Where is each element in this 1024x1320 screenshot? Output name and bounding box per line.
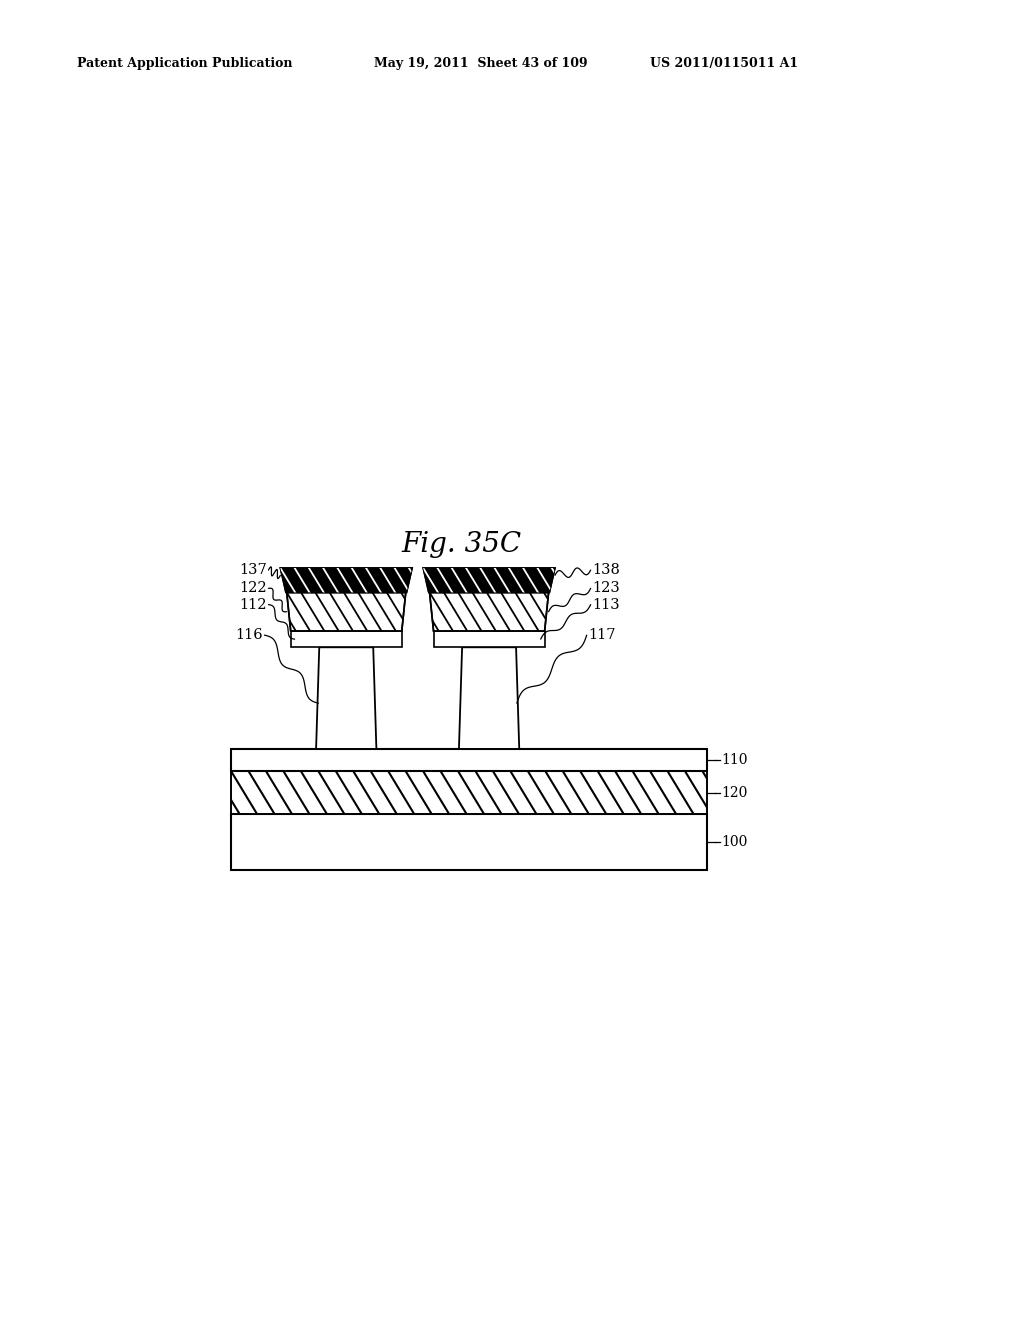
Polygon shape [316,647,377,748]
Bar [231,814,708,870]
Polygon shape [281,568,412,593]
Text: 123: 123 [592,581,620,595]
Text: 137: 137 [240,564,267,577]
Polygon shape [231,771,708,814]
Polygon shape [459,647,519,748]
Text: Fig. 35C: Fig. 35C [401,531,521,558]
Text: Patent Application Publication: Patent Application Publication [77,57,292,70]
Text: 116: 116 [236,628,263,642]
Text: 113: 113 [592,598,620,611]
Text: 138: 138 [592,564,621,577]
Bar [433,631,545,647]
Polygon shape [287,593,406,631]
Text: 117: 117 [588,628,615,642]
Text: 100: 100 [722,836,748,849]
Bar [231,748,708,771]
Text: May 19, 2011  Sheet 43 of 109: May 19, 2011 Sheet 43 of 109 [374,57,588,70]
Text: 112: 112 [240,598,267,611]
Polygon shape [423,568,555,593]
Text: 122: 122 [240,581,267,595]
Text: US 2011/0115011 A1: US 2011/0115011 A1 [650,57,799,70]
Text: 120: 120 [722,785,748,800]
Text: 110: 110 [722,754,749,767]
Bar [291,631,401,647]
Polygon shape [430,593,549,631]
